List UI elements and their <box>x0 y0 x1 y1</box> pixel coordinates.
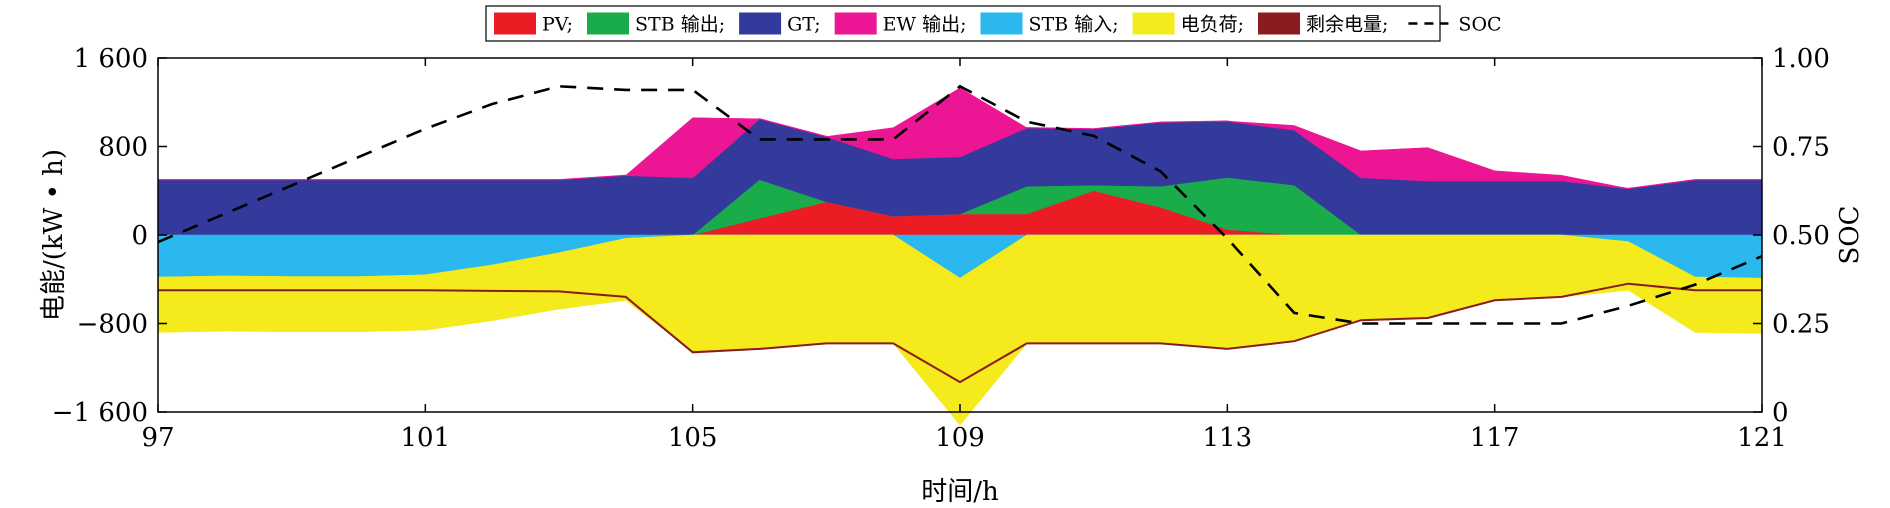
legend-swatch <box>1258 12 1301 35</box>
legend-label: PV; <box>542 14 573 36</box>
legend-label: GT; <box>787 14 821 36</box>
legend-label: STB 输入; <box>1029 14 1119 36</box>
y-right-tick-label: 0.75 <box>1772 133 1830 163</box>
legend-swatch <box>980 12 1023 35</box>
x-tick-label: 121 <box>1737 423 1787 453</box>
x-axis-label: 时间/h <box>921 477 999 507</box>
y-left-tick-label: −800 <box>77 310 148 340</box>
legend: PV; STB 输出; GT; EW 输出; STB 输入; 电负荷; 剩余电量; SOC <box>485 5 1502 42</box>
y-left-tick-label: 800 <box>98 133 148 163</box>
x-tick-label: 101 <box>401 423 451 453</box>
x-tick-label: 117 <box>1470 423 1520 453</box>
y-right-tick-label: 0.50 <box>1772 221 1830 251</box>
gt-edge-line <box>158 118 1762 190</box>
legend-swatch <box>834 12 877 35</box>
y-left-tick-label: 0 <box>131 221 148 251</box>
legend-label: 剩余电量; <box>1306 14 1388 36</box>
legend-label: SOC <box>1458 14 1501 36</box>
x-tick-label: 109 <box>935 423 985 453</box>
x-tick-label: 97 <box>141 423 174 453</box>
legend-swatch <box>494 12 536 35</box>
legend-swatch <box>1132 12 1175 35</box>
y-left-tick-label: −1 600 <box>52 398 148 428</box>
legend-label: EW 输出; <box>883 14 967 36</box>
x-tick-label: 113 <box>1203 423 1253 453</box>
x-tick-label: 105 <box>668 423 718 453</box>
y-axis-left-label: 电能/(kW • h) <box>39 149 69 321</box>
area-layers <box>157 87 1763 426</box>
residual-line <box>158 282 1762 384</box>
legend-label: 电负荷; <box>1181 14 1244 36</box>
legend-swatch <box>739 12 782 35</box>
y-right-tick-label: 1.00 <box>1772 44 1830 74</box>
legend-swatch <box>587 12 629 35</box>
y-right-tick-label: 0 <box>1772 398 1789 428</box>
y-left-tick-label: 1 600 <box>74 44 148 74</box>
axis-ticks: 97 101 105 109 113 117 121 1 600 800 0 −800 −1 600 1… <box>52 44 1830 453</box>
soc-line <box>157 84 1763 325</box>
legend-label: STB 输出; <box>635 14 725 36</box>
soc-layer <box>157 84 1763 325</box>
y-axis-right-label: SOC <box>1835 205 1865 264</box>
y-right-tick-label: 0.25 <box>1772 310 1830 340</box>
